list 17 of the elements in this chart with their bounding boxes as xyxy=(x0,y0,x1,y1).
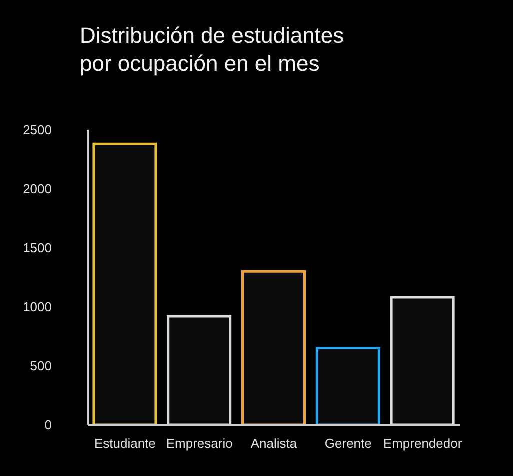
x-tick-label: Empresario xyxy=(166,436,233,452)
bar xyxy=(316,347,380,425)
y-tick-label: 1500 xyxy=(23,240,52,256)
y-tick-label: 2000 xyxy=(23,182,52,197)
x-tick-label: Estudiante xyxy=(94,436,156,452)
bar xyxy=(390,296,455,425)
y-tick-label: 0 xyxy=(44,418,52,433)
x-tick-label: Emprendedor xyxy=(383,436,463,452)
y-tick-label: 2500 xyxy=(23,122,52,138)
chart-title: Distribución de estudiantes por ocupación en el mes xyxy=(80,22,344,78)
bar xyxy=(167,315,232,425)
bar xyxy=(242,270,306,425)
bar xyxy=(92,142,158,425)
y-tick-label: 500 xyxy=(30,358,52,374)
x-tick-label: Analista xyxy=(250,436,298,452)
y-tick-label: 1000 xyxy=(23,300,52,315)
x-tick-label: Gerente xyxy=(324,436,372,452)
